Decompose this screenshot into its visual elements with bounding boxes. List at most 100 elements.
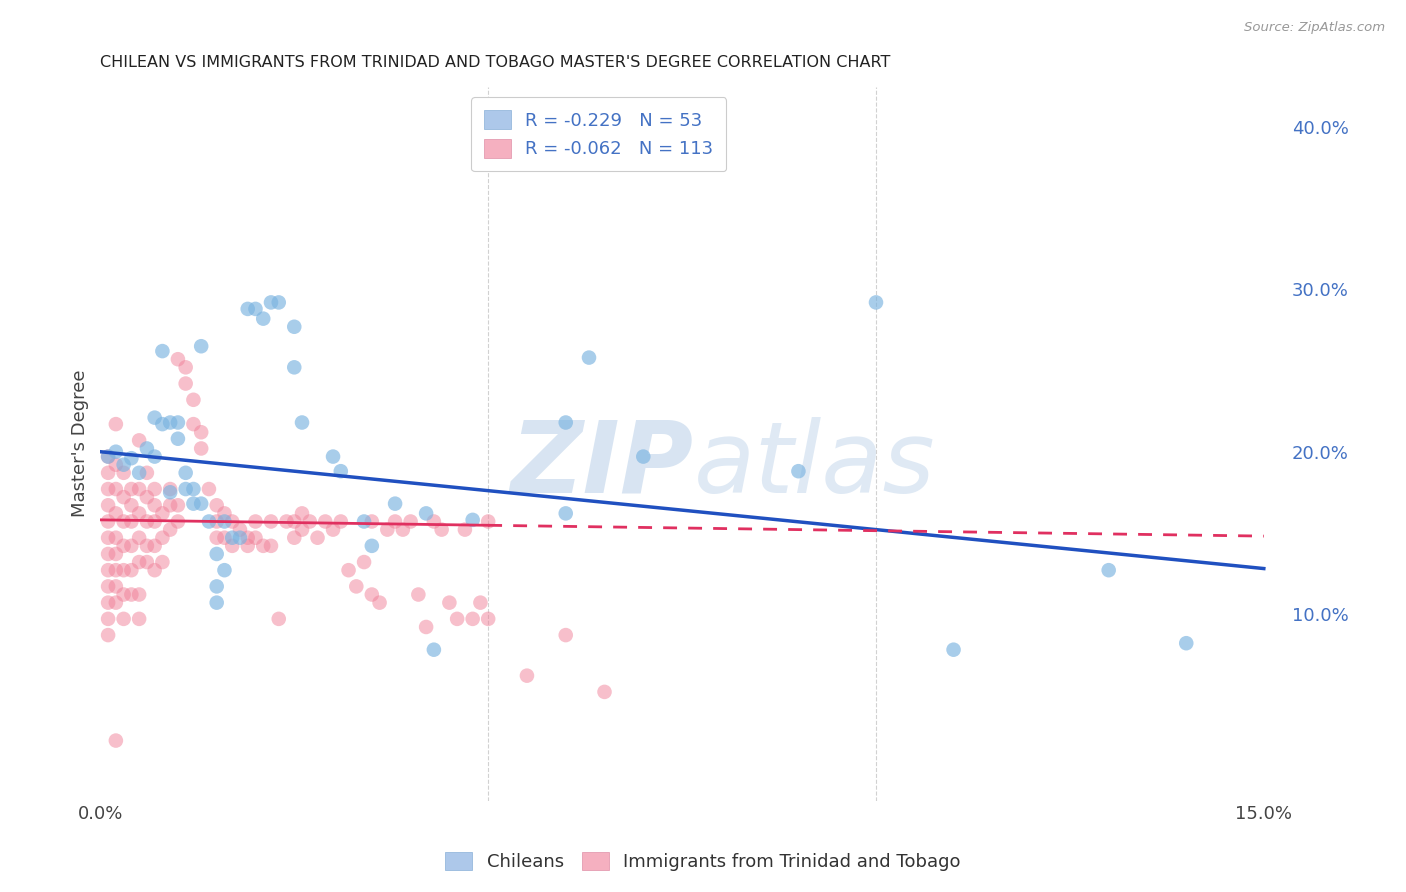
Point xyxy=(97,466,120,480)
Point xyxy=(267,612,290,626)
Point xyxy=(159,485,181,500)
Point xyxy=(399,515,422,529)
Point xyxy=(368,596,391,610)
Point xyxy=(307,531,329,545)
Point xyxy=(104,547,127,561)
Point xyxy=(104,579,127,593)
Point xyxy=(360,588,382,602)
Point xyxy=(128,612,150,626)
Point xyxy=(190,442,212,456)
Point xyxy=(159,482,181,496)
Point xyxy=(260,295,283,310)
Point xyxy=(430,523,453,537)
Point xyxy=(183,497,205,511)
Point xyxy=(260,539,283,553)
Point xyxy=(198,515,221,529)
Point xyxy=(554,628,576,642)
Point xyxy=(112,588,135,602)
Point xyxy=(236,301,259,316)
Point xyxy=(205,547,228,561)
Point xyxy=(554,416,576,430)
Point xyxy=(104,563,127,577)
Point xyxy=(267,295,290,310)
Point xyxy=(477,515,499,529)
Point xyxy=(104,458,127,472)
Point xyxy=(97,563,120,577)
Point xyxy=(205,579,228,593)
Point xyxy=(221,515,243,529)
Point xyxy=(104,482,127,496)
Point xyxy=(205,515,228,529)
Point xyxy=(143,450,166,464)
Point xyxy=(120,539,142,553)
Point xyxy=(446,612,468,626)
Point xyxy=(578,351,600,365)
Point xyxy=(120,515,142,529)
Point xyxy=(190,497,212,511)
Point xyxy=(128,466,150,480)
Point xyxy=(205,596,228,610)
Point xyxy=(554,507,576,521)
Point xyxy=(942,642,965,657)
Point xyxy=(865,295,887,310)
Point xyxy=(283,319,305,334)
Point xyxy=(190,339,212,353)
Point xyxy=(454,523,477,537)
Point xyxy=(174,466,197,480)
Point xyxy=(112,563,135,577)
Point xyxy=(97,628,120,642)
Point xyxy=(152,555,174,569)
Text: atlas: atlas xyxy=(693,417,935,514)
Point xyxy=(260,515,283,529)
Point xyxy=(353,515,375,529)
Point xyxy=(205,531,228,545)
Point xyxy=(291,416,314,430)
Point xyxy=(152,344,174,359)
Point xyxy=(593,685,616,699)
Point xyxy=(283,531,305,545)
Point xyxy=(322,450,344,464)
Point xyxy=(159,416,181,430)
Point xyxy=(384,497,406,511)
Point xyxy=(97,482,120,496)
Point xyxy=(159,523,181,537)
Point xyxy=(135,442,157,456)
Point xyxy=(104,733,127,747)
Point xyxy=(167,515,190,529)
Point xyxy=(283,360,305,375)
Point xyxy=(104,507,127,521)
Point xyxy=(112,466,135,480)
Point xyxy=(214,515,236,529)
Point xyxy=(128,434,150,448)
Point xyxy=(97,515,120,529)
Legend: R = -0.229   N = 53, R = -0.062   N = 113: R = -0.229 N = 53, R = -0.062 N = 113 xyxy=(471,97,727,171)
Point xyxy=(344,579,367,593)
Point xyxy=(112,612,135,626)
Point xyxy=(143,515,166,529)
Point xyxy=(276,515,298,529)
Text: ZIP: ZIP xyxy=(510,417,693,514)
Point xyxy=(143,539,166,553)
Point xyxy=(112,490,135,504)
Point xyxy=(283,515,305,529)
Point xyxy=(167,432,190,446)
Point xyxy=(252,311,274,326)
Point xyxy=(198,482,221,496)
Point xyxy=(143,563,166,577)
Point xyxy=(461,612,484,626)
Point xyxy=(128,588,150,602)
Point xyxy=(360,539,382,553)
Point xyxy=(128,555,150,569)
Point xyxy=(214,531,236,545)
Point xyxy=(298,515,321,529)
Point xyxy=(167,498,190,512)
Point xyxy=(104,531,127,545)
Point xyxy=(291,523,314,537)
Point xyxy=(245,301,267,316)
Point xyxy=(1175,636,1198,650)
Point xyxy=(221,539,243,553)
Point xyxy=(120,563,142,577)
Point xyxy=(97,498,120,512)
Point xyxy=(787,464,810,478)
Point xyxy=(415,507,437,521)
